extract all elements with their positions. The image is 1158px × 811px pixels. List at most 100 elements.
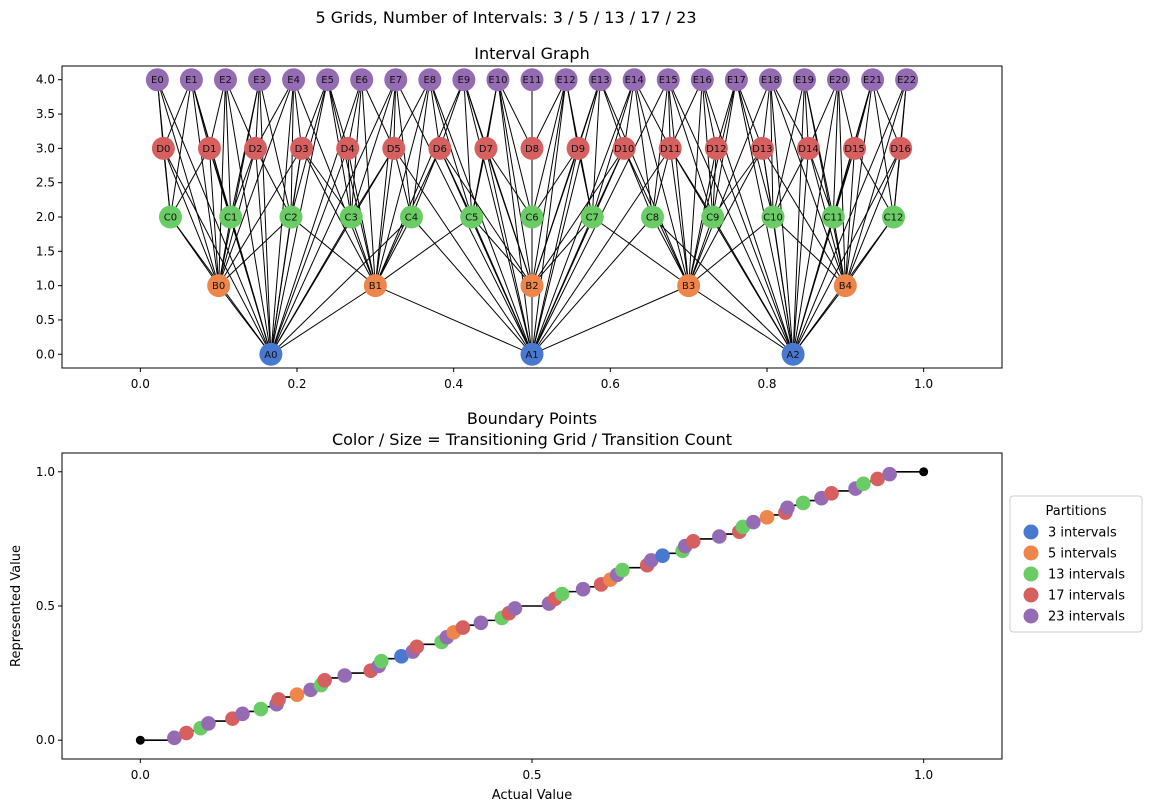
- boundary-point: [167, 730, 182, 746]
- y-tick-label: 1.5: [36, 244, 55, 258]
- graph-node-label: E13: [591, 75, 610, 86]
- graph-node-d4: D4: [336, 136, 360, 160]
- graph-node-c2: C2: [279, 205, 303, 229]
- graph-edge: [162, 148, 220, 286]
- graph-edge: [792, 79, 840, 355]
- graph-node-circle: [197, 136, 221, 160]
- graph-node-label: C4: [405, 213, 418, 224]
- y-tick-label: 0.0: [36, 733, 55, 747]
- boundary-point: [473, 615, 489, 631]
- graph-edge: [688, 148, 763, 286]
- graph-node-label: B3: [682, 281, 695, 292]
- x-tick-label: 0.0: [131, 768, 150, 782]
- graph-node-circle: [207, 274, 231, 298]
- graph-edge: [667, 79, 714, 218]
- graph-node-label: E21: [863, 75, 882, 86]
- graph-node-circle: [460, 205, 484, 229]
- graph-node-label: E14: [625, 75, 644, 86]
- graph-edge: [374, 79, 397, 286]
- graph-edge: [715, 79, 737, 149]
- graph-node-d5: D5: [382, 136, 406, 160]
- graph-edge: [688, 79, 771, 286]
- graph-node-d8: D8: [520, 136, 544, 160]
- graph-edge: [854, 79, 874, 149]
- graph-edge: [255, 148, 272, 355]
- x-tick-label: 0.8: [757, 377, 776, 391]
- graph-node-label: E4: [287, 75, 300, 86]
- graph-node-d11: D11: [658, 136, 682, 160]
- boundary-point: [712, 529, 727, 544]
- graph-edge: [844, 216, 894, 286]
- step-line: [140, 470, 924, 742]
- graph-node-circle: [382, 136, 406, 160]
- graph-node-label: D13: [752, 144, 772, 155]
- graph-node-label: E5: [321, 75, 334, 86]
- graph-edge: [792, 79, 805, 355]
- graph-node-label: B2: [525, 281, 538, 292]
- graph-edge: [301, 148, 352, 218]
- graph-node-label: C12: [884, 213, 904, 224]
- graph-edge: [190, 79, 220, 286]
- graph-edge: [872, 79, 895, 218]
- graph-edge: [623, 79, 635, 149]
- graph-node-d12: D12: [704, 136, 728, 160]
- legend-item-3: 3 intervals: [1023, 524, 1117, 541]
- graph-edge: [669, 148, 714, 218]
- graph-edge: [667, 79, 690, 286]
- graph-node-circle: [520, 136, 544, 160]
- graph-node-circle: [861, 68, 885, 92]
- legend-label: 23 intervals: [1048, 610, 1125, 625]
- graph-edge: [350, 148, 395, 218]
- graph-node-label: D8: [525, 144, 539, 155]
- graph-node-label: D0: [156, 144, 170, 155]
- boundary-point: [253, 701, 269, 717]
- graph-edge: [485, 79, 499, 149]
- graph-node-a2: A2: [781, 342, 805, 366]
- boundary-point: [455, 620, 471, 635]
- legend-items: 3 intervals 5 intervals 13 intervals 17 int…: [1023, 524, 1125, 625]
- boundary-point: [394, 649, 409, 664]
- graph-node-a0: A0: [259, 342, 283, 366]
- graph-edge: [411, 216, 533, 355]
- graph-edge: [374, 79, 465, 286]
- graph-node-circle: [750, 136, 774, 160]
- graph-edge: [255, 79, 295, 149]
- y-tick-label: 2.5: [36, 176, 55, 190]
- graph-node-d0: D0: [151, 136, 175, 160]
- y-tick-label: 0.0: [36, 347, 55, 361]
- graph-node-circle: [827, 68, 851, 92]
- graph-edge: [531, 148, 579, 218]
- legend-title: Partitions: [1046, 504, 1107, 519]
- graph-node-circle: [520, 274, 544, 298]
- graph-node-d1: D1: [197, 136, 221, 160]
- graph-node-c1: C1: [219, 205, 243, 229]
- boundary-point: [374, 653, 389, 669]
- graph-node-circle: [259, 342, 283, 366]
- graph-edge: [270, 285, 376, 355]
- boundary-point: [337, 668, 352, 683]
- graph-edge: [411, 148, 441, 218]
- endpoint-marker: [919, 467, 929, 477]
- boundary-point: [575, 581, 591, 597]
- graph-node-b1: B1: [363, 274, 387, 298]
- graph-edge: [170, 216, 220, 286]
- graph-node-label: C0: [164, 213, 177, 224]
- graph-node-e18: E18: [758, 68, 782, 92]
- graph-node-label: A2: [787, 350, 800, 361]
- graph-node-d9: D9: [566, 136, 590, 160]
- graph-edge: [374, 216, 412, 286]
- graph-edge: [772, 216, 846, 286]
- graph-node-circle: [244, 136, 268, 160]
- graph-node-label: A1: [525, 350, 538, 361]
- graph-edge: [429, 79, 441, 149]
- graph-edge: [393, 148, 412, 218]
- x-tick-label: 0.2: [287, 377, 306, 391]
- graph-node-circle: [781, 342, 805, 366]
- graph-node-circle: [758, 68, 782, 92]
- graph-node-label: A0: [264, 350, 277, 361]
- graph-node-label: D5: [387, 144, 401, 155]
- graph-node-circle: [641, 205, 665, 229]
- graph-node-label: E20: [829, 75, 848, 86]
- graph-node-label: E11: [522, 75, 541, 86]
